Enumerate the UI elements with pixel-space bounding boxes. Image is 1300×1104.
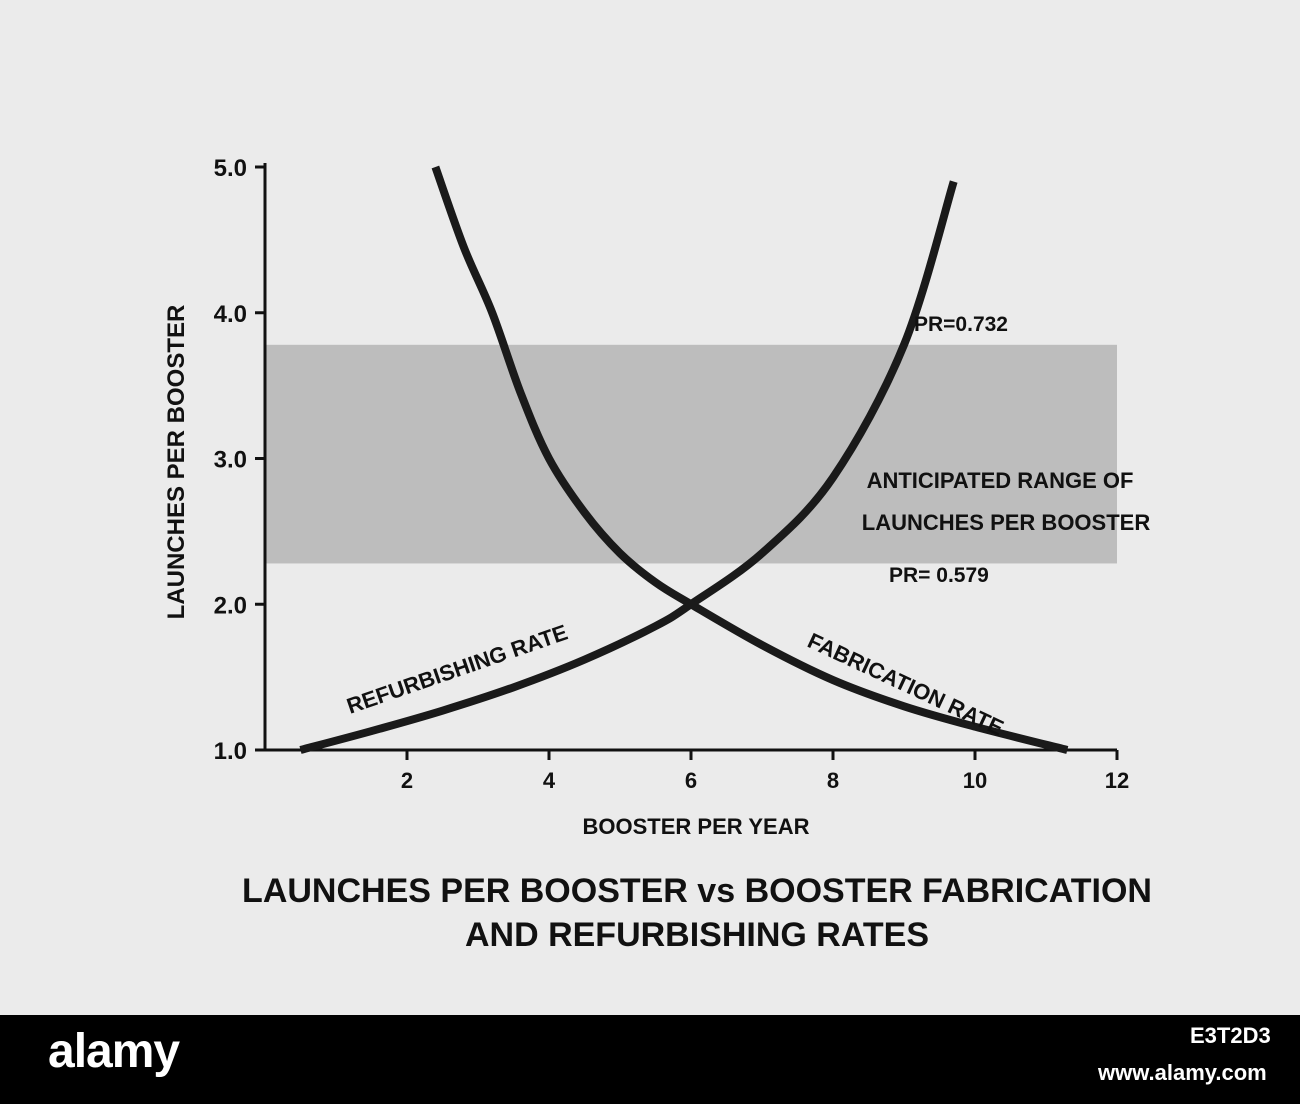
chart-title-line1: LAUNCHES PER BOOSTER vs BOOSTER FABRICAT…: [242, 872, 1152, 910]
pr-low-annotation: PR= 0.579: [889, 564, 989, 587]
footer-image-id: E3T2D3: [1190, 1023, 1271, 1048]
y-tick-label: 1.0: [214, 738, 247, 765]
footer-bar: [0, 1015, 1300, 1104]
chart-title-line2: AND REFURBISHING RATES: [465, 916, 929, 954]
y-tick-label: 4.0: [214, 301, 247, 328]
y-axis-label: LAUNCHES PER BOOSTER: [163, 305, 190, 620]
y-tick-label: 2.0: [214, 592, 247, 619]
band-label-line1: ANTICIPATED RANGE OF: [867, 468, 1134, 493]
x-tick-label: 10: [963, 768, 987, 793]
footer-url[interactable]: www.alamy.com: [1098, 1060, 1267, 1085]
line-chart: 2 4 6 8 10 12 1.0 2.0 3.0 4.0 5.0 LAUNCHES PER BOO…: [163, 155, 1152, 954]
x-tick-label: 12: [1105, 768, 1129, 793]
pr-high-annotation: PR=0.732: [914, 313, 1008, 336]
x-tick-label: 4: [543, 768, 556, 793]
tick-labels: 2 4 6 8 10 12 1.0 2.0 3.0 4.0 5.0: [214, 155, 1130, 793]
refurbishing-rate-curve: [299, 180, 958, 754]
y-tick-label: 5.0: [214, 155, 247, 182]
x-tick-label: 8: [827, 768, 839, 793]
x-tick-label: 2: [401, 768, 413, 793]
fabrication-rate-curve: [431, 165, 1069, 754]
y-tick-label: 3.0: [214, 447, 247, 474]
anticipated-range-band: [265, 344, 1117, 564]
series-curves: [299, 165, 1069, 754]
x-tick-label: 6: [685, 768, 697, 793]
x-axis-label: BOOSTER PER YEAR: [583, 814, 810, 839]
footer-logo: alamy: [48, 1025, 180, 1078]
band-label-line2: LAUNCHES PER BOOSTER: [862, 510, 1151, 535]
